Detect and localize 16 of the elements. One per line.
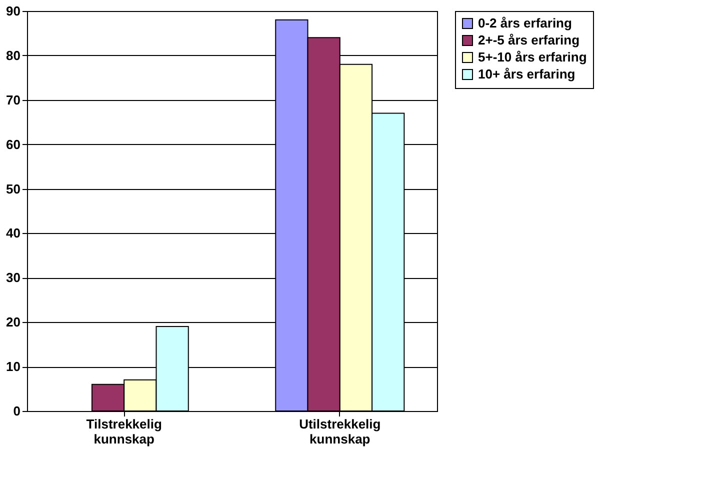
legend-label: 2+-5 års erfaring (478, 32, 580, 48)
y-tick-label: 30 (6, 270, 20, 286)
x-tick-label: Utilstrekkelig kunnskap (299, 416, 381, 446)
y-tick-label: 20 (6, 314, 20, 330)
y-tick-label: 10 (6, 359, 20, 374)
legend-label: 0-2 års erfaring (478, 16, 572, 30)
legend-label: 5+-10 års erfaring (478, 50, 587, 64)
y-tick-label: 60 (6, 136, 20, 152)
y-tick-label: 40 (6, 226, 20, 241)
x-tick-label: Tilstrekkelig kunnskap (86, 416, 162, 446)
y-tick-label: 0 (13, 404, 20, 418)
y-tick-label: 50 (6, 181, 20, 196)
y-tick-label: 90 (6, 4, 20, 18)
y-tick-label: 80 (6, 48, 20, 63)
legend-label: 10+ års erfaring (478, 66, 576, 82)
y-tick-label: 70 (6, 92, 20, 108)
